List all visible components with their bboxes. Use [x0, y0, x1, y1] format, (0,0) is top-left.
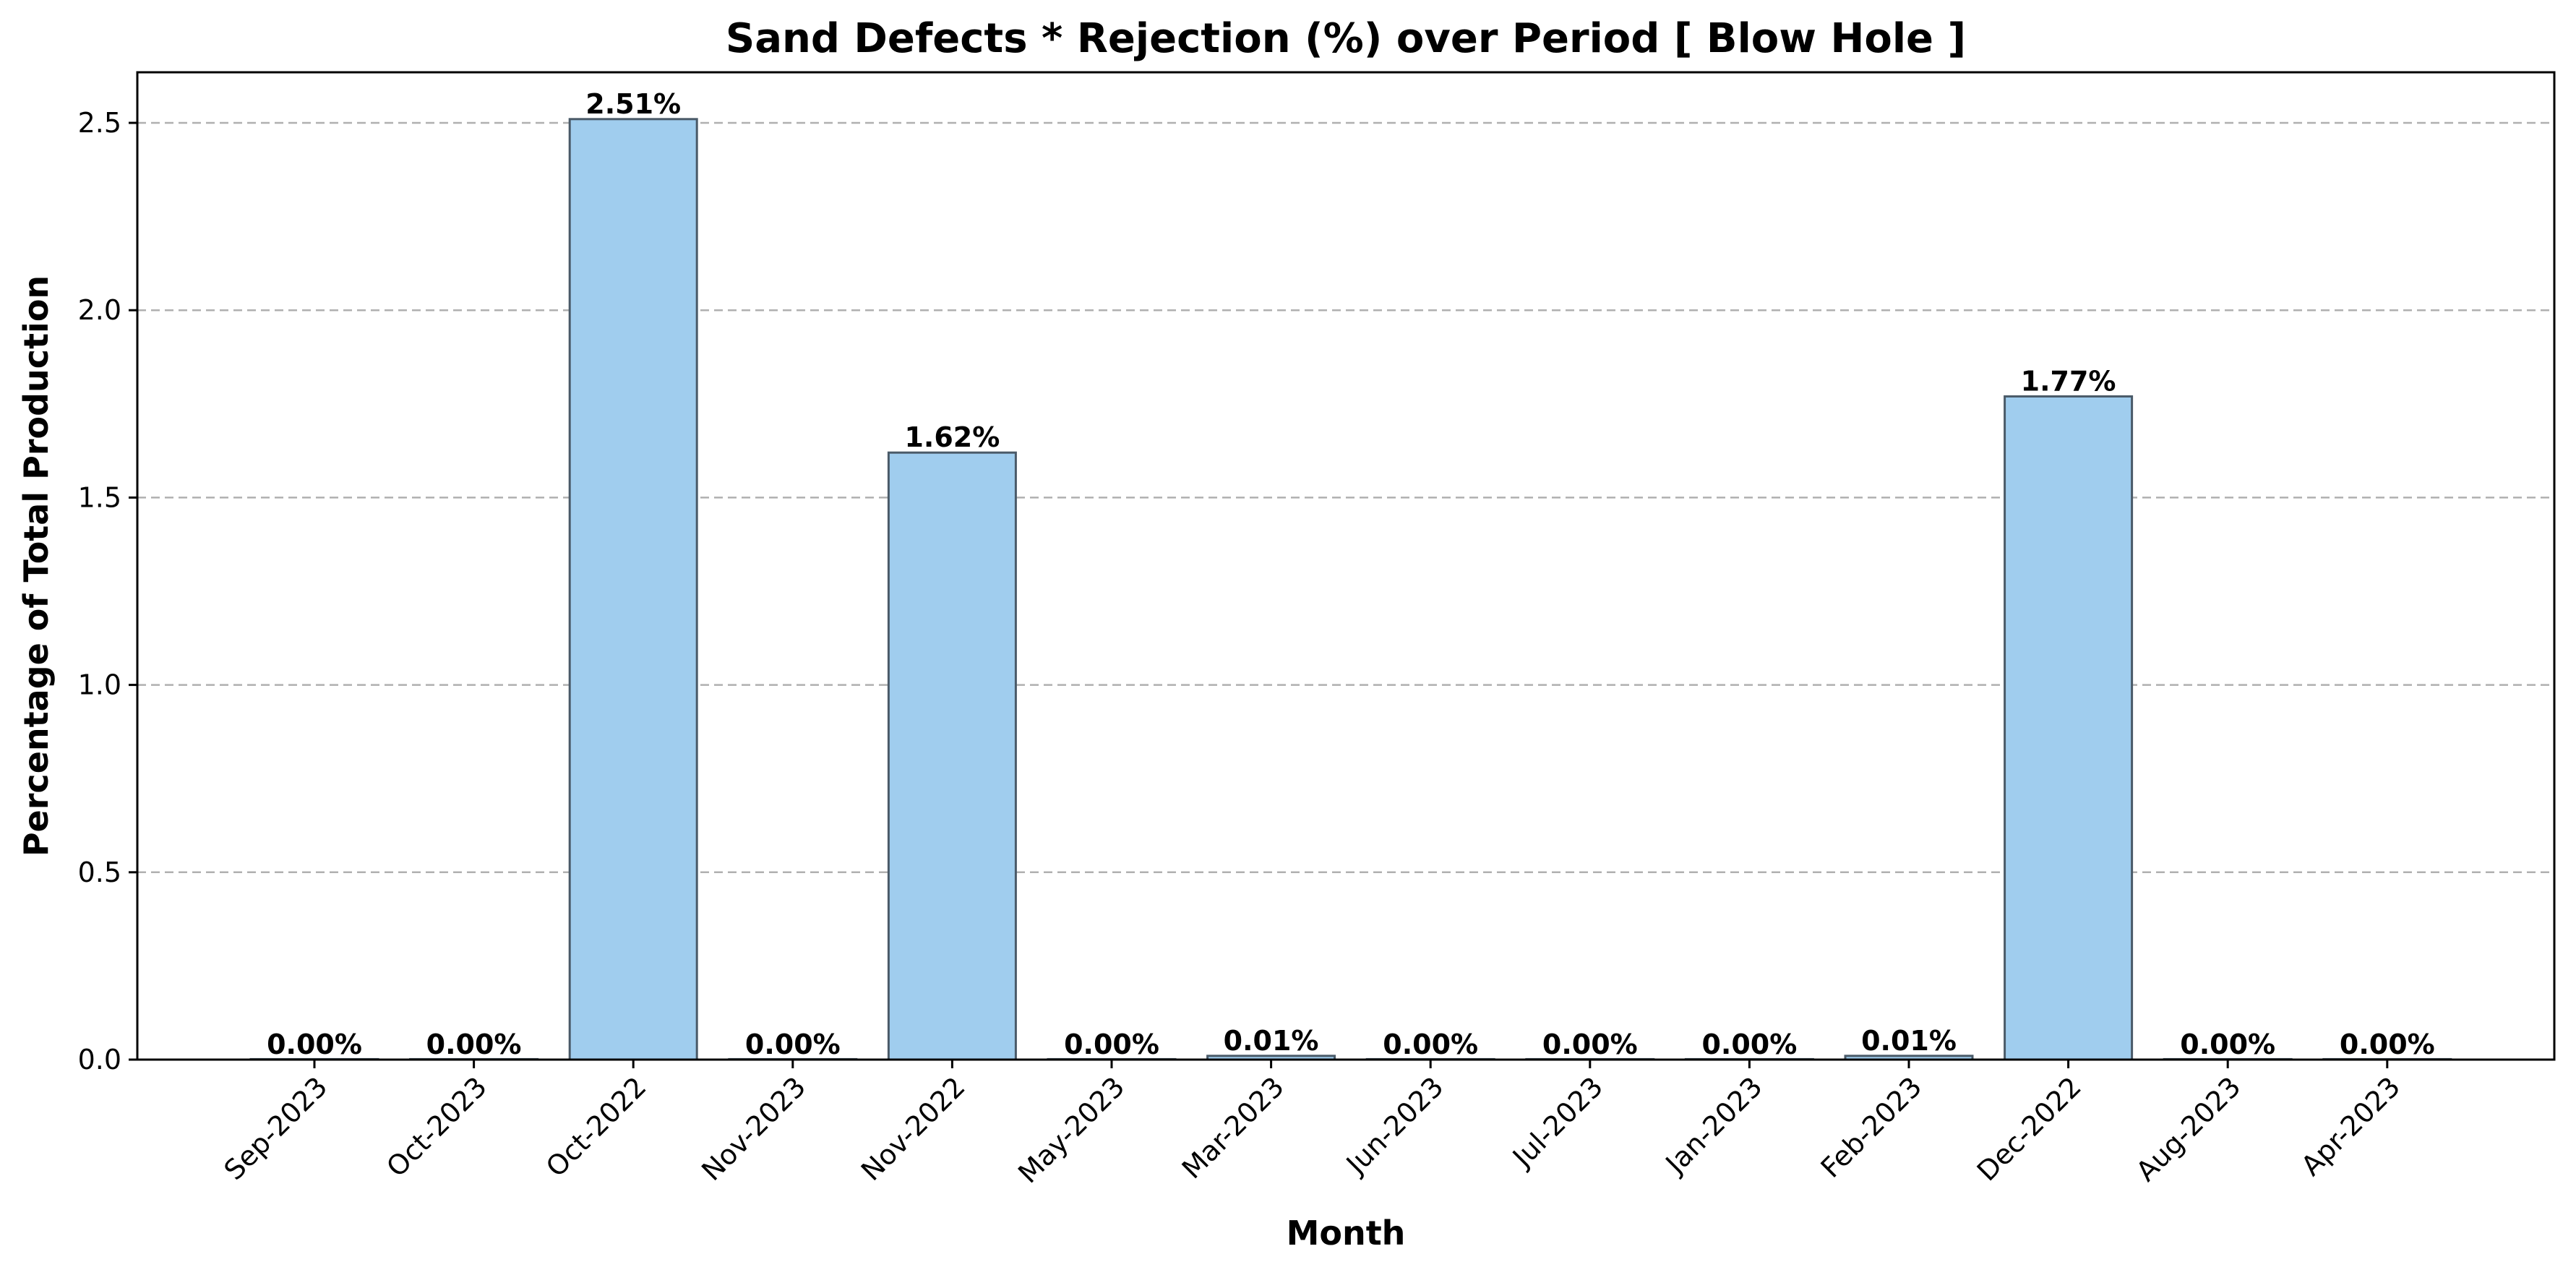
y-tick-label: 0.0	[78, 1044, 121, 1076]
y-tick-label: 1.0	[78, 669, 121, 701]
x-tick-label: Feb-2023	[1815, 1070, 1928, 1184]
data-label: 0.00%	[1064, 1029, 1159, 1060]
data-label: 0.00%	[267, 1029, 362, 1060]
bar-oct-2022	[568, 118, 698, 1061]
data-label: 0.00%	[426, 1029, 522, 1060]
chart-title: Sand Defects * Rejection (%) over Period…	[726, 15, 1966, 62]
x-tick-label: May-2023	[1012, 1070, 1130, 1189]
data-label: 0.01%	[1861, 1025, 1957, 1057]
data-label: 1.62%	[904, 421, 1000, 453]
plot-frame	[136, 71, 2556, 1061]
x-axis-ticks: Sep-2023 Oct-2023 Oct-2022 Nov-2023 Nov-2022…	[218, 1060, 2406, 1190]
y-axis-title: Percentage of Total Production	[17, 275, 56, 857]
gridlines	[137, 121, 2554, 874]
x-axis-title: Month	[1287, 1214, 1406, 1253]
x-tick-label: Nov-2023	[695, 1070, 812, 1187]
x-tick-label: Oct-2022	[540, 1070, 653, 1183]
data-label: 0.00%	[745, 1029, 841, 1060]
x-tick-label: Jan-2023	[1659, 1070, 1769, 1180]
bar-nov-2022	[887, 451, 1017, 1061]
data-label: 2.51%	[585, 88, 681, 120]
y-tick-label: 2.5	[78, 107, 121, 139]
x-tick-label: Jul-2023	[1506, 1070, 1609, 1174]
data-label: 0.00%	[1542, 1029, 1638, 1060]
bar-dec-2022	[2004, 395, 2134, 1061]
data-labels: 0.00% 0.00% 2.51% 0.00% 1.62% 0.00% 0.01% 0.00%…	[267, 88, 2435, 1060]
data-label: 0.00%	[1383, 1029, 1478, 1060]
data-label: 0.00%	[2180, 1029, 2275, 1060]
x-tick-label: Nov-2022	[855, 1070, 971, 1187]
x-tick-label: Dec-2022	[1971, 1070, 2087, 1187]
y-tick-label: 1.5	[78, 481, 121, 513]
y-tick-label: 0.5	[78, 857, 121, 888]
data-label: 0.00%	[1701, 1029, 1797, 1060]
bars	[249, 118, 2452, 1061]
data-label: 0.00%	[2340, 1029, 2435, 1060]
x-tick-label: Apr-2023	[2295, 1070, 2406, 1182]
y-axis-ticks: 0.0 0.5 1.0 1.5 2.0 2.5	[78, 107, 137, 1076]
x-tick-label: Sep-2023	[218, 1070, 334, 1186]
y-tick-label: 2.0	[78, 294, 121, 326]
x-tick-label: Mar-2023	[1176, 1070, 1290, 1185]
data-label: 0.01%	[1224, 1025, 1319, 1057]
x-tick-label: Aug-2023	[2130, 1070, 2247, 1188]
x-tick-label: Jun-2023	[1339, 1070, 1450, 1181]
x-tick-label: Oct-2023	[380, 1070, 493, 1183]
data-label: 1.77%	[2021, 365, 2116, 397]
